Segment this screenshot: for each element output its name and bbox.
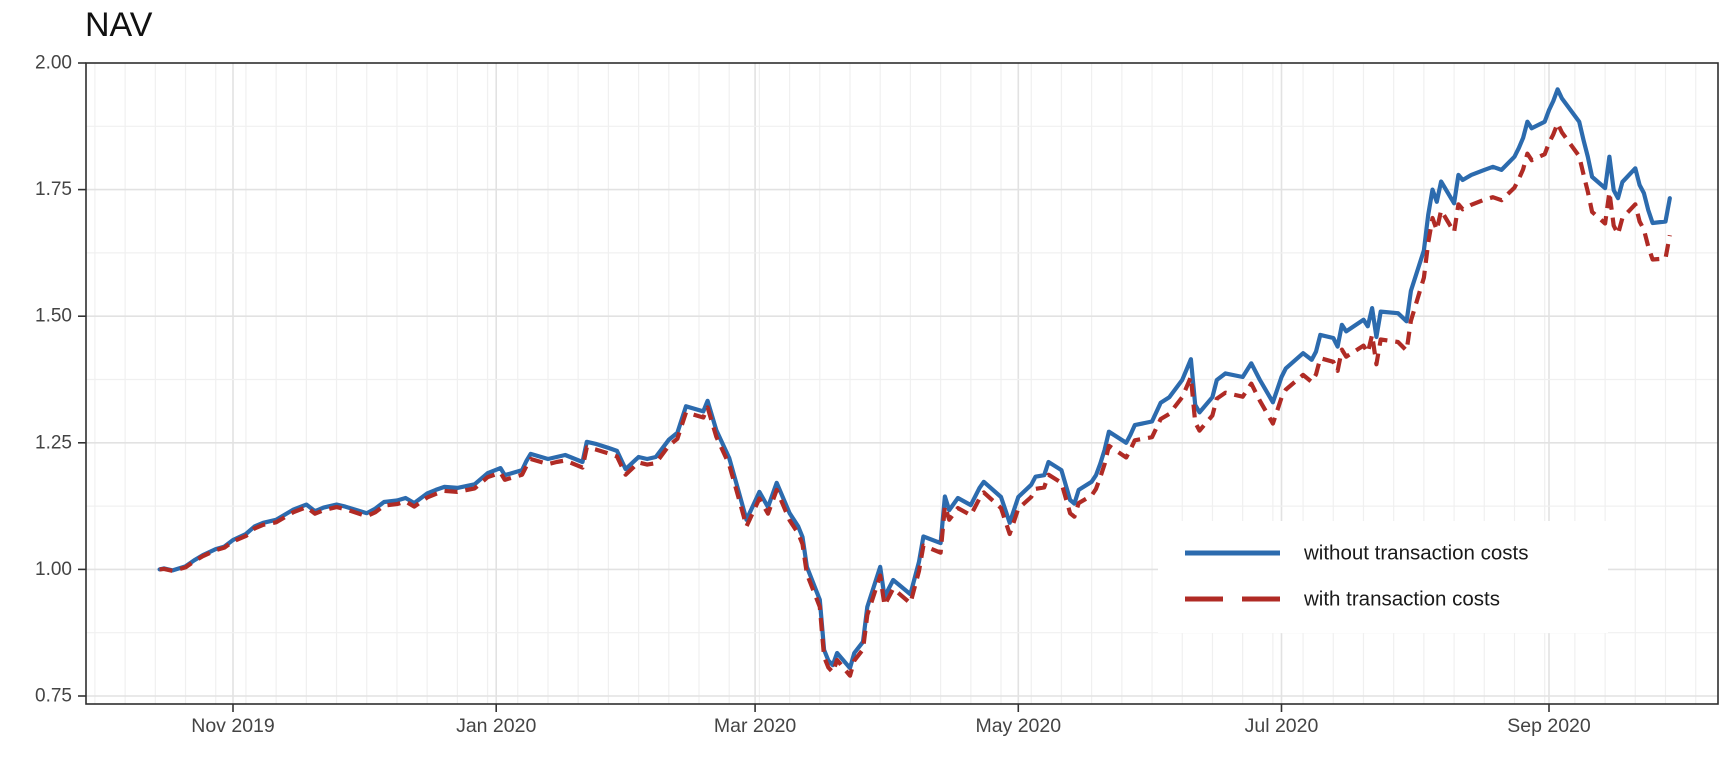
y-tick-label: 1.25 bbox=[35, 432, 72, 453]
x-tick-label: Sep 2020 bbox=[1507, 715, 1591, 737]
chart-title: NAV bbox=[85, 6, 153, 44]
series-line-without-transaction-costs bbox=[157, 87, 1672, 671]
legend: without transaction costs with transactio… bbox=[1158, 521, 1608, 633]
series-lines bbox=[157, 87, 1672, 678]
x-tick-label: Jan 2020 bbox=[456, 715, 536, 737]
y-tick-label: 0.75 bbox=[35, 686, 72, 707]
x-tick-label: Jul 2020 bbox=[1245, 715, 1319, 737]
panel-border bbox=[85, 62, 1719, 705]
x-tick-label: Mar 2020 bbox=[714, 715, 797, 737]
y-tick-label: 1.00 bbox=[35, 559, 72, 580]
y-tick-label: 1.50 bbox=[35, 306, 72, 327]
y-tick-label: 1.75 bbox=[35, 179, 72, 200]
legend-label: with transaction costs bbox=[1303, 588, 1500, 611]
legend-background bbox=[1158, 521, 1608, 633]
axes: 2.00 1.75 1.50 1.25 1.00 0.75 Nov 2019 Jan 2020… bbox=[35, 53, 1719, 737]
x-tick-label: Nov 2019 bbox=[191, 715, 274, 737]
y-tick-label: 2.00 bbox=[35, 53, 72, 74]
legend-label: without transaction costs bbox=[1303, 542, 1528, 565]
x-tick-label: May 2020 bbox=[975, 715, 1061, 737]
grid-lines bbox=[86, 63, 1718, 704]
